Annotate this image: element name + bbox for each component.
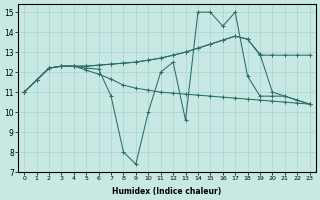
X-axis label: Humidex (Indice chaleur): Humidex (Indice chaleur) [112,187,221,196]
